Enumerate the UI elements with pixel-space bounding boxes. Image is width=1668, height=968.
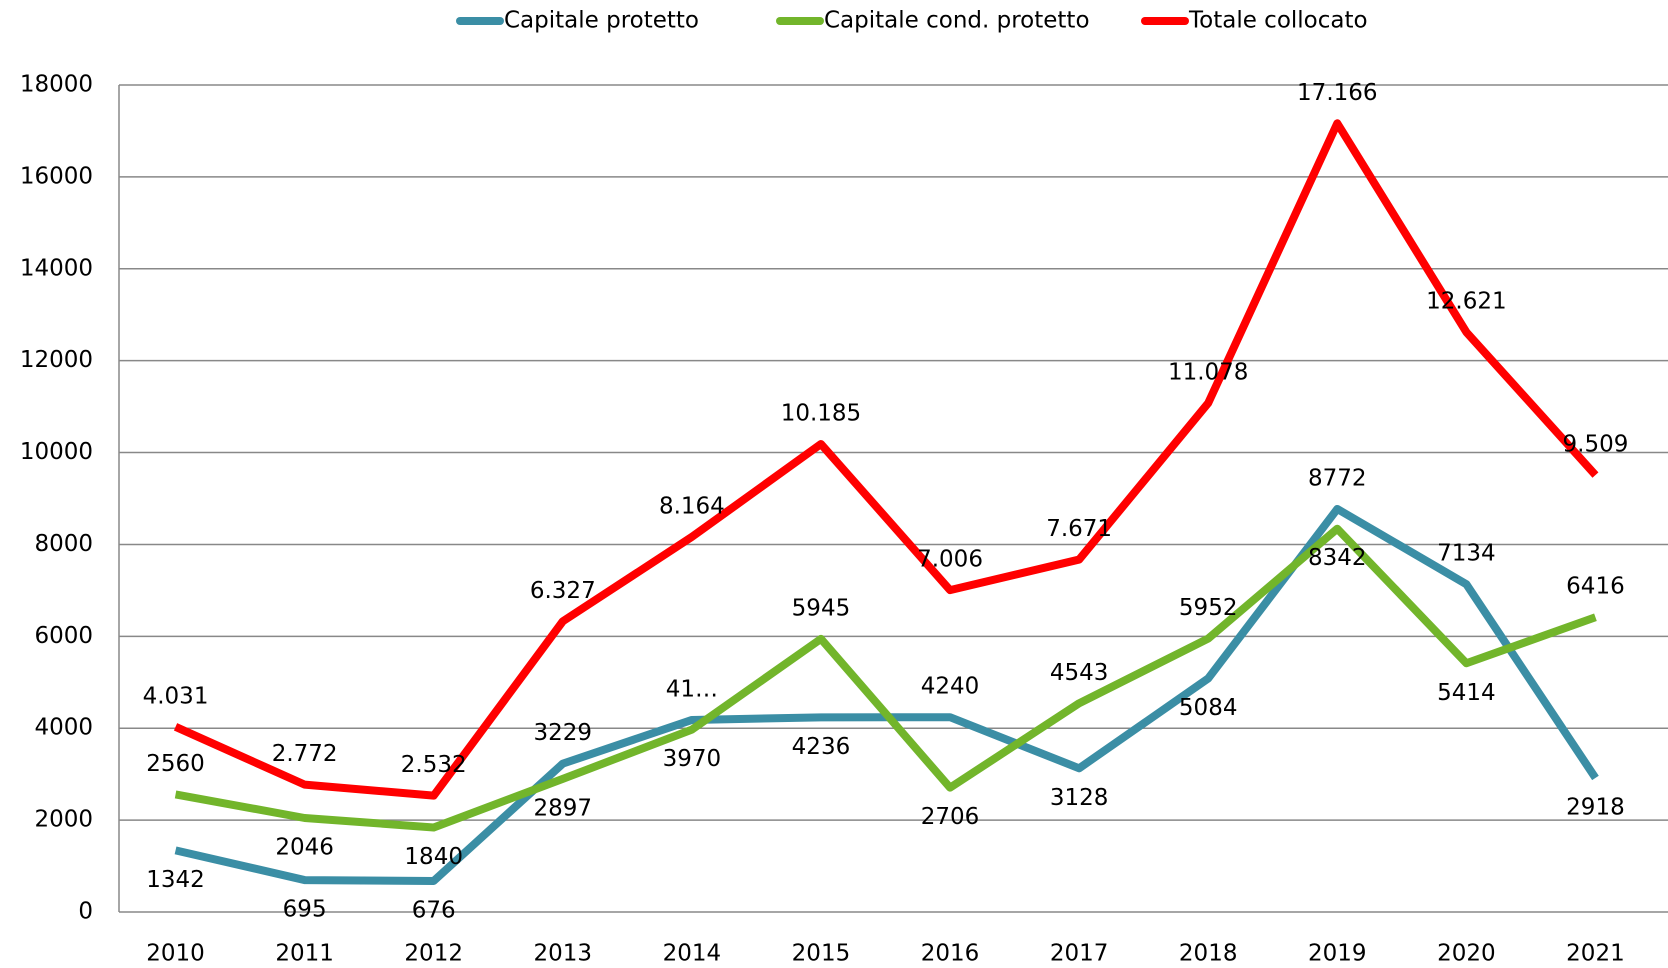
- data-label: 3229: [534, 720, 593, 746]
- legend-label: Capitale cond. protetto: [824, 8, 1090, 34]
- x-tick-label: 2015: [792, 941, 851, 967]
- data-label: 6.327: [530, 578, 596, 604]
- x-tick-label: 2010: [146, 941, 205, 967]
- data-label: 9.509: [1563, 432, 1629, 458]
- x-tick-label: 2020: [1437, 941, 1496, 967]
- series-line: [174, 524, 1597, 832]
- data-label: 8342: [1308, 545, 1367, 571]
- data-label: 7.671: [1046, 516, 1112, 542]
- legend-label: Totale collocato: [1188, 8, 1368, 34]
- data-label: 2706: [921, 804, 980, 830]
- series-line: [173, 119, 1599, 800]
- data-label: 3970: [663, 746, 722, 772]
- y-tick-label: 16000: [20, 163, 93, 189]
- y-tick-label: 14000: [20, 255, 93, 281]
- data-label: 2.772: [272, 741, 338, 767]
- y-tick-label: 6000: [34, 623, 93, 649]
- data-label: 7.006: [917, 547, 983, 573]
- x-tick-label: 2012: [404, 941, 463, 967]
- legend-label: Capitale protetto: [504, 8, 699, 34]
- data-label: 12.621: [1426, 289, 1506, 315]
- data-label: 2918: [1566, 794, 1625, 820]
- data-label: 41…: [666, 676, 718, 702]
- data-label: 1840: [404, 844, 463, 870]
- data-label: 4240: [921, 674, 980, 700]
- data-label: 2.532: [401, 752, 467, 778]
- data-label: 5084: [1179, 695, 1238, 721]
- y-tick-label: 10000: [20, 439, 93, 465]
- y-tick-label: 2000: [34, 807, 93, 833]
- data-label: 7134: [1437, 541, 1496, 567]
- data-label: 4236: [792, 734, 851, 760]
- data-label: 5952: [1179, 595, 1238, 621]
- y-tick-label: 12000: [20, 347, 93, 373]
- x-tick-label: 2016: [921, 941, 980, 967]
- y-tick-label: 8000: [34, 531, 93, 557]
- x-tick-label: 2021: [1566, 941, 1625, 967]
- x-tick-label: 2018: [1179, 941, 1238, 967]
- data-label: 676: [412, 897, 456, 923]
- data-label: 4.031: [143, 683, 209, 709]
- data-label: 17.166: [1297, 80, 1377, 106]
- y-tick-label: 18000: [20, 72, 93, 98]
- y-tick-label: 4000: [34, 715, 93, 741]
- data-label: 2560: [146, 751, 205, 777]
- data-label: 11.078: [1168, 360, 1248, 386]
- data-label: 5414: [1437, 680, 1496, 706]
- x-tick-label: 2013: [534, 941, 593, 967]
- data-label: 6416: [1566, 574, 1625, 600]
- data-label: 695: [283, 897, 327, 923]
- x-tick-label: 2014: [663, 941, 722, 967]
- data-label: 3128: [1050, 785, 1109, 811]
- data-label: 10.185: [781, 401, 861, 427]
- data-label: 8.164: [659, 493, 725, 519]
- x-tick-label: 2011: [275, 941, 334, 967]
- data-label: 5945: [792, 595, 851, 621]
- data-label: 1342: [146, 867, 205, 893]
- data-label: 2897: [534, 795, 593, 821]
- x-tick-label: 2019: [1308, 941, 1367, 967]
- x-tick-label: 2017: [1050, 941, 1109, 967]
- data-label: 2046: [275, 834, 334, 860]
- y-tick-label: 0: [78, 899, 93, 925]
- data-label: 4543: [1050, 660, 1109, 686]
- data-label: 8772: [1308, 465, 1367, 491]
